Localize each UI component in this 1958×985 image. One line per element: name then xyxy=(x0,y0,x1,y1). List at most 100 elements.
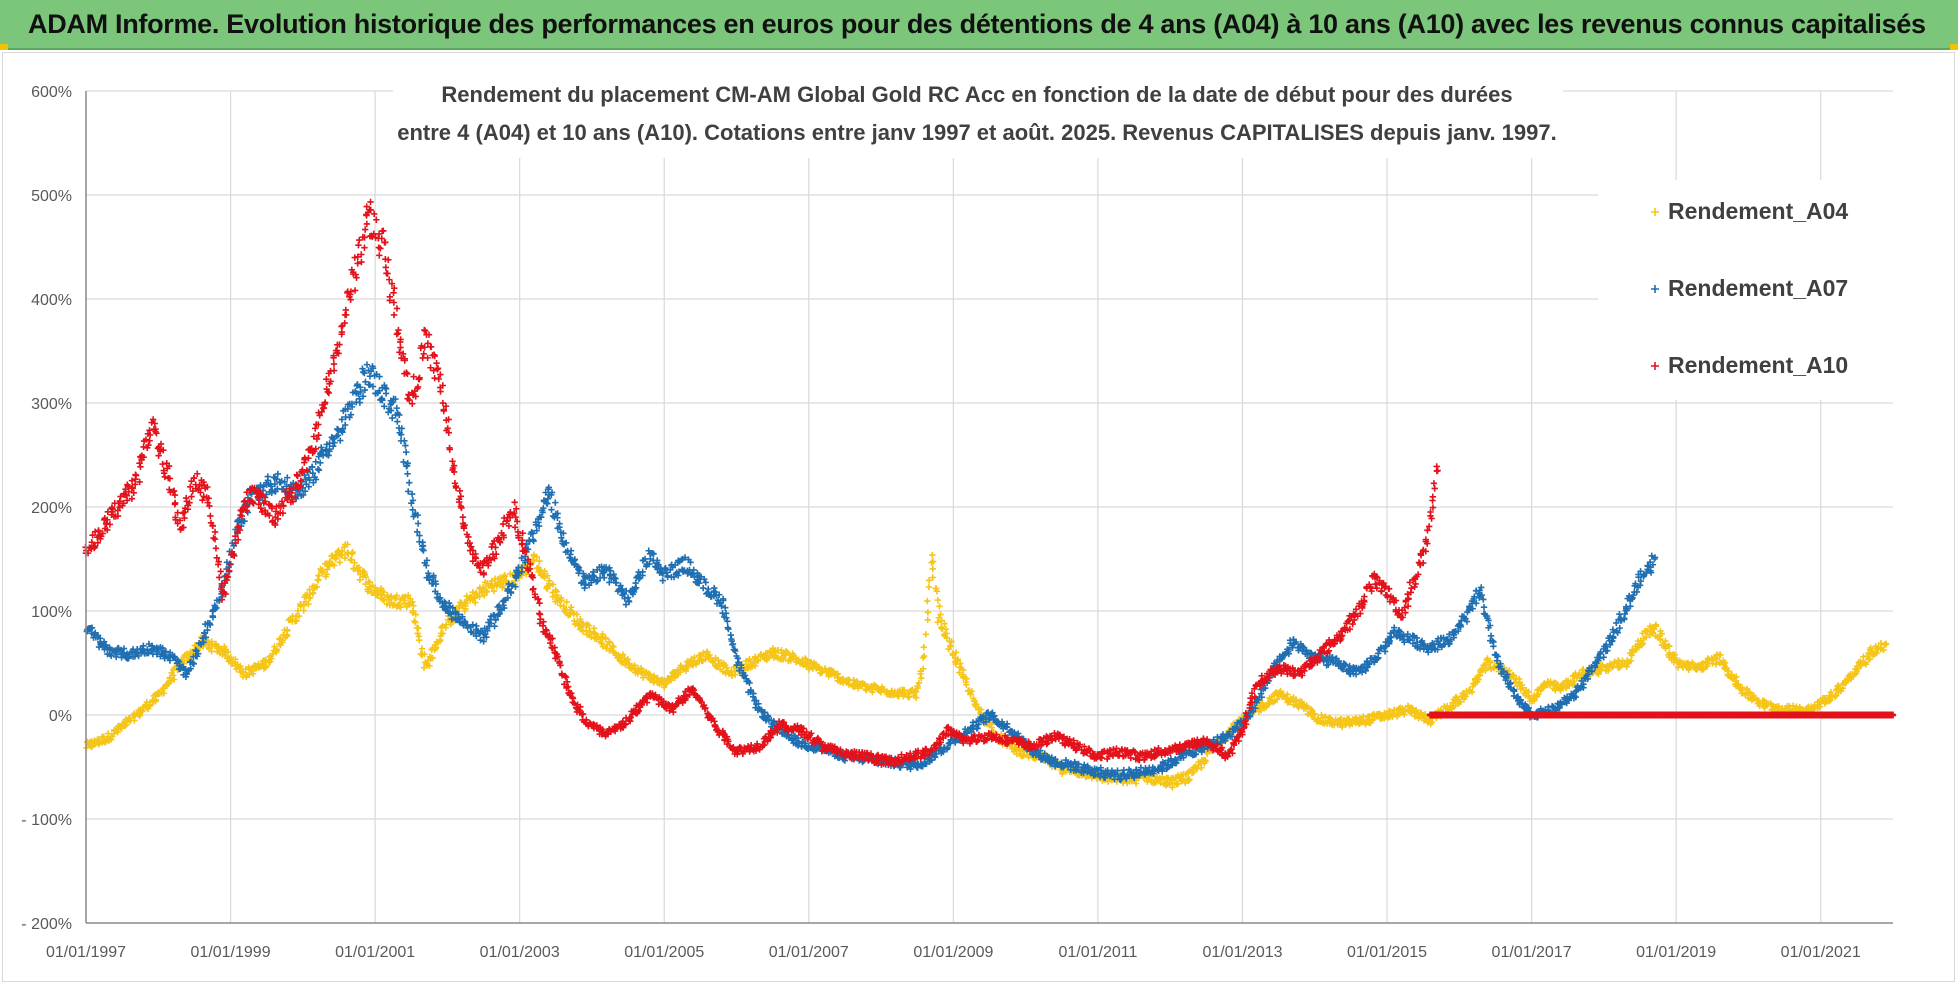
data-point xyxy=(353,274,360,281)
data-point xyxy=(370,210,378,218)
data-point xyxy=(660,684,668,691)
data-point xyxy=(208,648,215,655)
data-point xyxy=(283,627,291,634)
data-point xyxy=(396,603,403,610)
data-point xyxy=(431,374,438,382)
data-point xyxy=(598,640,606,647)
data-point xyxy=(388,592,395,600)
data-point xyxy=(1174,780,1182,788)
data-point xyxy=(392,595,399,602)
data-point xyxy=(262,656,269,664)
data-point xyxy=(341,554,349,562)
data-point xyxy=(704,648,711,655)
data-point xyxy=(459,514,467,521)
data-point xyxy=(802,655,809,662)
data-point xyxy=(1552,687,1559,694)
data-point xyxy=(952,649,960,656)
data-point xyxy=(724,618,731,625)
data-point xyxy=(541,568,548,575)
data-point xyxy=(567,547,575,554)
data-point xyxy=(1202,757,1209,764)
corner-marker-right xyxy=(1950,44,1958,50)
data-point xyxy=(1169,784,1176,791)
data-point xyxy=(933,587,941,595)
data-point xyxy=(511,499,518,506)
data-point xyxy=(420,547,427,554)
data-point xyxy=(382,264,390,271)
data-point xyxy=(631,662,638,669)
data-point xyxy=(402,593,409,600)
data-point xyxy=(929,565,936,573)
data-point xyxy=(1349,720,1356,728)
data-point xyxy=(380,227,387,235)
data-point xyxy=(929,558,937,565)
data-point xyxy=(1457,698,1464,706)
data-point xyxy=(754,656,762,664)
data-point xyxy=(376,252,383,259)
data-point xyxy=(602,635,609,643)
data-point xyxy=(421,344,428,351)
data-point xyxy=(544,572,551,579)
data-point xyxy=(344,541,351,548)
data-point xyxy=(362,574,370,581)
data-point xyxy=(833,670,841,678)
data-point xyxy=(171,499,179,507)
data-point xyxy=(1477,669,1484,676)
data-point xyxy=(439,399,447,407)
data-point xyxy=(433,360,440,367)
data-point xyxy=(404,370,411,378)
data-point xyxy=(436,636,444,644)
data-point xyxy=(402,442,409,449)
chart-frame xyxy=(2,52,1955,982)
data-point xyxy=(404,470,411,478)
data-point xyxy=(937,611,944,618)
data-point xyxy=(215,644,222,651)
data-point xyxy=(356,576,364,584)
data-point xyxy=(988,724,995,731)
data-point xyxy=(294,607,302,614)
data-point xyxy=(1422,713,1429,720)
data-point xyxy=(146,702,154,709)
data-point xyxy=(300,602,308,609)
data-point xyxy=(929,551,936,559)
data-point xyxy=(123,721,130,728)
data-point xyxy=(1294,703,1301,710)
corner-marker-left xyxy=(0,44,8,50)
data-point xyxy=(662,680,670,687)
data-point xyxy=(669,669,676,677)
data-point xyxy=(962,679,970,686)
data-point xyxy=(426,662,433,670)
data-point xyxy=(224,648,232,656)
data-point xyxy=(805,666,813,673)
data-point xyxy=(1019,752,1027,760)
data-point xyxy=(1322,713,1329,720)
data-point xyxy=(920,652,928,660)
data-point xyxy=(1882,641,1889,648)
data-point xyxy=(692,661,700,668)
data-point xyxy=(373,216,380,223)
data-point xyxy=(207,512,214,520)
data-point xyxy=(924,597,931,605)
data-point xyxy=(405,600,412,607)
data-point xyxy=(963,675,970,682)
data-point xyxy=(598,633,605,640)
data-point xyxy=(456,487,464,495)
data-point xyxy=(956,669,963,676)
data-point xyxy=(936,603,943,610)
data-point xyxy=(170,676,178,683)
data-point xyxy=(573,611,581,618)
data-point xyxy=(1482,661,1489,668)
data-point xyxy=(918,675,925,682)
data-point xyxy=(481,592,488,599)
data-point xyxy=(715,656,722,664)
data-point xyxy=(309,590,317,597)
data-point xyxy=(146,437,153,444)
data-point xyxy=(312,425,319,432)
data-point xyxy=(869,688,876,696)
data-point xyxy=(732,671,739,678)
data-point xyxy=(1303,704,1311,711)
data-point xyxy=(209,614,217,621)
data-point xyxy=(1595,670,1602,678)
data-point xyxy=(780,655,787,663)
